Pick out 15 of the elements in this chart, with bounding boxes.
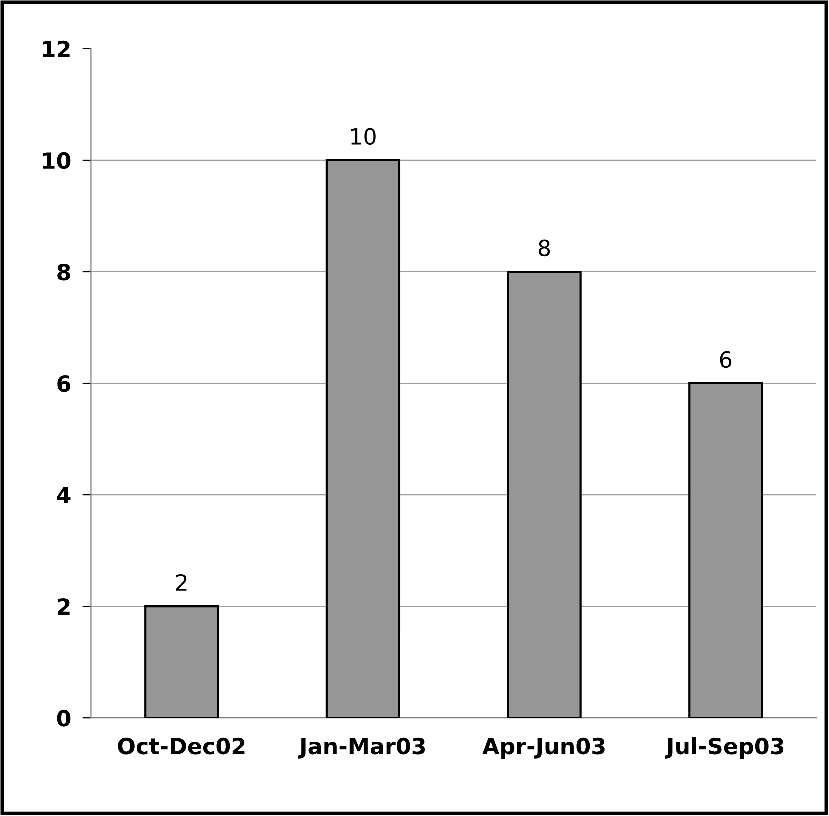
data-label: 8 <box>538 240 550 257</box>
data-label: 6 <box>720 351 732 368</box>
y-tick-label: 0 <box>57 710 71 727</box>
x-tick-label: Oct-Dec02 <box>118 738 245 755</box>
y-tick-label: 12 <box>43 40 70 58</box>
x-tick-label: Apr-Jun03 <box>482 738 605 760</box>
y-tick-label: 6 <box>58 375 71 392</box>
data-label: 10 <box>352 128 376 146</box>
y-tick-label: 2 <box>58 598 70 616</box>
x-tick-label: Jan-Mar03 <box>298 738 426 759</box>
data-label: 2 <box>176 574 187 591</box>
y-tick-label: 8 <box>58 264 70 281</box>
x-tick-label: Jul-Sep03 <box>665 738 784 760</box>
y-tick-label: 10 <box>43 152 71 170</box>
y-tick-label: 4 <box>57 487 71 504</box>
